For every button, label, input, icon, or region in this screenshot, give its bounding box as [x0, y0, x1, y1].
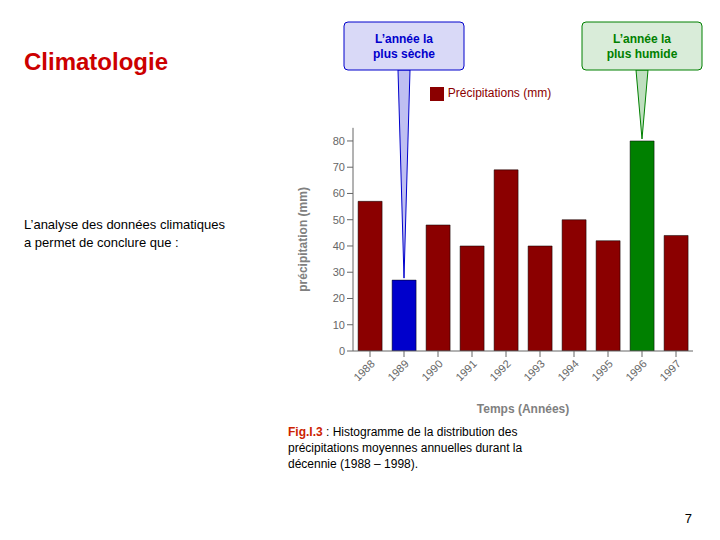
svg-text:60: 60: [333, 187, 345, 199]
svg-text:1989: 1989: [385, 357, 411, 383]
svg-text:L’année laplus humide: L’année laplus humide: [607, 32, 678, 61]
html-text:Précipitations (mm): Précipitations (mm): [447, 86, 552, 100]
svg-text:30: 30: [333, 266, 345, 278]
html-text:Climatologie: Climatologie: [24, 48, 168, 75]
svg-text:1992: 1992: [487, 357, 513, 383]
svg-text:70: 70: [333, 161, 345, 173]
svg-text:1997: 1997: [657, 357, 683, 383]
svg-text:50: 50: [333, 214, 345, 226]
svg-text:précipitation (mm): précipitation (mm): [296, 187, 310, 292]
svg-text:10: 10: [333, 319, 345, 331]
svg-text:1993: 1993: [521, 357, 547, 383]
svg-text:0: 0: [339, 345, 345, 357]
svg-text:1988: 1988: [351, 357, 377, 383]
svg-text:1996: 1996: [623, 357, 649, 383]
svg-text:1990: 1990: [419, 357, 445, 383]
svg-text:1994: 1994: [555, 357, 581, 383]
svg-text:20: 20: [333, 292, 345, 304]
svg-text:1995: 1995: [589, 357, 615, 383]
html-text:Fig.I.3: Histogramme de la dis: Fig.I.3: Histogramme de la distribution …: [288, 425, 523, 472]
html-text:7: 7: [684, 511, 692, 526]
svg-text:80: 80: [333, 135, 345, 147]
svg-text:40: 40: [333, 240, 345, 252]
svg-text:Temps (Années): Temps (Années): [477, 402, 569, 416]
svg-text:L’année laplus sèche: L’année laplus sèche: [373, 32, 435, 61]
html-text:L’analyse des données climatiq: L’analyse des données climatiques a perm…: [24, 217, 225, 251]
svg-text:1991: 1991: [453, 357, 479, 383]
